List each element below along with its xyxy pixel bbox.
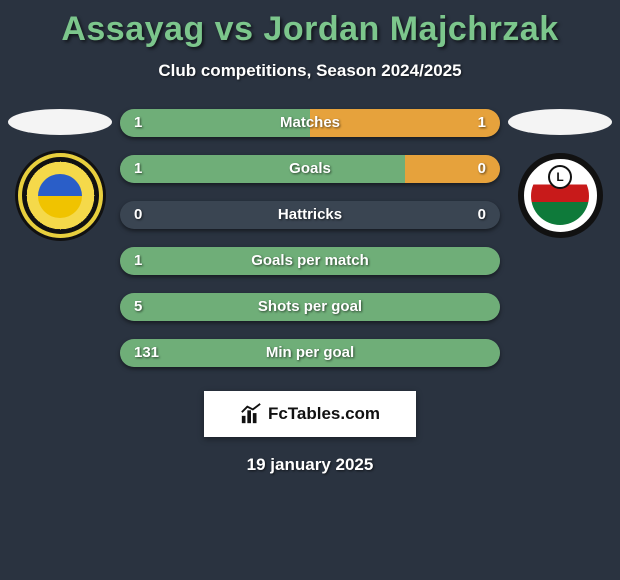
metric-label: Goals <box>289 155 331 183</box>
comparison-card: Assayag vs Jordan Majchrzak Club competi… <box>0 0 620 580</box>
page-title: Assayag vs Jordan Majchrzak <box>0 10 620 49</box>
chart-icon <box>240 403 262 425</box>
metric-label: Hattricks <box>278 201 342 229</box>
metric-value-left: 1 <box>134 155 142 183</box>
right-player-column <box>508 109 612 238</box>
branding-text: FcTables.com <box>268 404 380 424</box>
metric-label: Min per goal <box>266 339 354 367</box>
footer-date: 19 january 2025 <box>0 455 620 475</box>
metrics-list: 1 1 Matches 1 0 Goals 0 0 Hattricks 1 Goals per ma… <box>120 109 500 367</box>
metric-label: Matches <box>280 109 340 137</box>
left-club-crest-icon <box>18 153 103 238</box>
comparison-body: 1 1 Matches 1 0 Goals 0 0 Hattricks 1 Goals per ma… <box>0 109 620 367</box>
metric-row: 1 Goals per match <box>120 247 500 275</box>
metric-value-right: 0 <box>478 155 486 183</box>
page-subtitle: Club competitions, Season 2024/2025 <box>0 61 620 81</box>
branding-badge: FcTables.com <box>204 391 416 437</box>
metric-value-right: 1 <box>478 109 486 137</box>
metric-bar-left <box>120 155 405 183</box>
metric-row: 5 Shots per goal <box>120 293 500 321</box>
metric-row: 131 Min per goal <box>120 339 500 367</box>
metric-row: 1 0 Goals <box>120 155 500 183</box>
metric-label: Goals per match <box>251 247 369 275</box>
metric-value-left: 131 <box>134 339 159 367</box>
metric-label: Shots per goal <box>258 293 362 321</box>
metric-value-left: 1 <box>134 247 142 275</box>
metric-value-left: 1 <box>134 109 142 137</box>
metric-row: 0 0 Hattricks <box>120 201 500 229</box>
left-flag-icon <box>8 109 112 135</box>
metric-row: 1 1 Matches <box>120 109 500 137</box>
right-club-crest-icon <box>518 153 603 238</box>
left-player-column <box>8 109 112 238</box>
metric-value-left: 5 <box>134 293 142 321</box>
metric-value-right: 0 <box>478 201 486 229</box>
metric-value-left: 0 <box>134 201 142 229</box>
right-flag-icon <box>508 109 612 135</box>
